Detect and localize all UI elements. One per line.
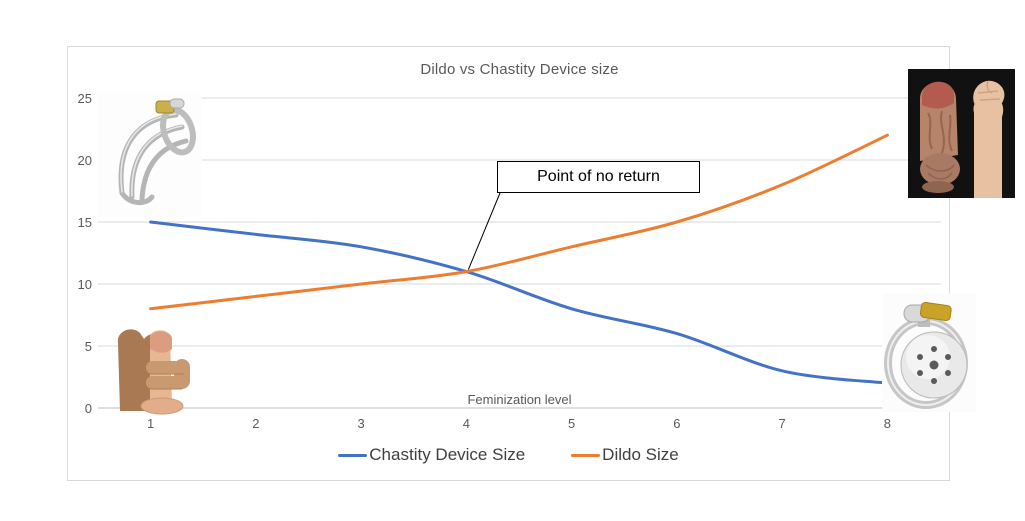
air-holes (917, 346, 951, 384)
legend-item-chastity: Chastity Device Size (338, 445, 525, 465)
large-dildo-vs-fist-photo (908, 69, 1015, 198)
series-line-0 (149, 220, 889, 385)
x-tick-label: 7 (778, 416, 786, 431)
suction-base (140, 397, 184, 415)
large-dildo-base (920, 153, 960, 185)
legend-label-dildo: Dildo Size (602, 445, 679, 464)
suction-base (922, 181, 954, 193)
x-tick-label: 6 (673, 416, 681, 431)
cage-lock-cylinder (169, 98, 185, 109)
chastity-cage-photo (98, 93, 202, 217)
fist (973, 80, 1005, 110)
annotation-text: Point of no return (537, 168, 660, 185)
x-tick-label: 2 (252, 416, 260, 431)
x-axis-title: Feminization level (467, 392, 572, 407)
legend-swatch-dildo (571, 453, 601, 457)
legend: Chastity Device Size Dildo Size (68, 445, 949, 465)
legend-item-dildo: Dildo Size (571, 445, 679, 465)
y-tick-label: 0 (84, 401, 92, 416)
brass-lock (919, 302, 952, 322)
legend-label-chastity: Chastity Device Size (369, 445, 526, 464)
series-line-1 (149, 133, 889, 311)
annotation-box: Point of no return (497, 161, 700, 193)
face-highlight (906, 335, 950, 379)
x-tick-label: 5 (568, 416, 576, 431)
x-tick-label: 8 (883, 416, 891, 431)
annotation-leader-line (467, 192, 501, 270)
y-tick-label: 10 (77, 277, 92, 292)
base-texture (925, 164, 955, 180)
x-tick-label: 1 (147, 416, 155, 431)
hand-holding-small-dildo-photo (110, 323, 202, 415)
y-tick-label: 20 (77, 153, 92, 168)
y-tick-label: 5 (84, 339, 92, 354)
x-tick-label: 4 (462, 416, 470, 431)
plot-area (98, 97, 941, 409)
legend-swatch-chastity (338, 453, 368, 457)
y-tick-label: 25 (77, 91, 92, 106)
chart-container: Dildo vs Chastity Device size 0 5 10 15 20 25… (67, 46, 950, 481)
y-tick-label: 15 (77, 215, 92, 230)
small-dildo-tip (150, 331, 172, 353)
fist-lines (977, 80, 1001, 101)
finger-lines (148, 373, 184, 390)
forearm (973, 97, 1004, 198)
large-dildo-tip (922, 81, 954, 109)
chart-title: Dildo vs Chastity Device size (420, 61, 619, 78)
flat-chastity-device-photo (882, 293, 976, 412)
x-tick-label: 3 (357, 416, 365, 431)
veins (927, 110, 953, 154)
